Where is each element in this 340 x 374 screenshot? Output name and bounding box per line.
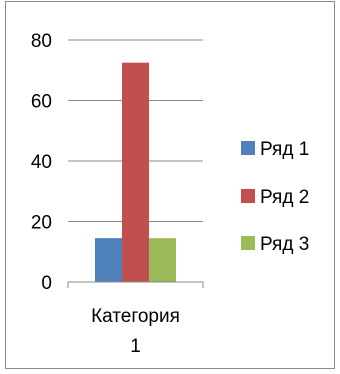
y-tick-label: 80: [31, 31, 52, 52]
legend-label: Ряд 2: [260, 187, 309, 208]
bar-ряд-3: [149, 238, 176, 282]
x-axis-ticks: [67, 282, 204, 288]
chart-frame: [5, 1, 335, 369]
y-tick-label: 0: [41, 273, 52, 294]
bar-ряд-1: [95, 238, 122, 282]
bars: [95, 62, 176, 282]
legend-label: Ряд 1: [260, 139, 309, 160]
category-labels: Категория 1: [91, 306, 180, 357]
y-tick-label: 20: [31, 213, 52, 234]
category-label: 1: [130, 336, 141, 357]
category-label: Категория: [91, 306, 180, 327]
y-axis-tick-labels: 0 20 40 60 80: [31, 31, 52, 294]
y-tick-label: 40: [31, 152, 52, 173]
legend: Ряд 1 Ряд 2 Ряд 3: [241, 139, 309, 255]
legend-label: Ряд 3: [260, 234, 309, 255]
legend-swatch: [241, 236, 255, 250]
bar-ряд-2: [122, 62, 149, 282]
legend-swatch: [241, 141, 255, 155]
y-tick-label: 60: [31, 92, 52, 113]
legend-swatch: [241, 189, 255, 203]
